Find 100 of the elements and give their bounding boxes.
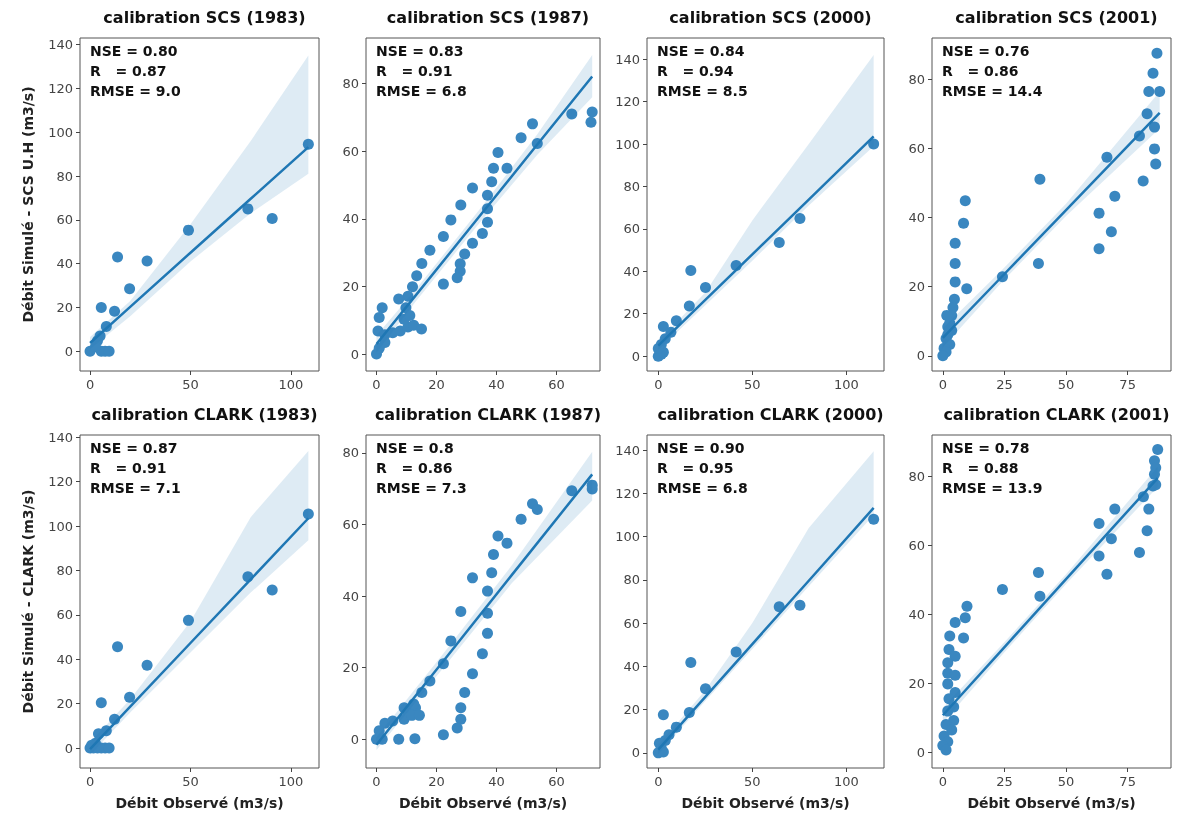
x-tick-label: 20	[428, 774, 445, 789]
x-tick-label: 100	[278, 377, 304, 392]
x-axis-title: Débit Observé (m3/s)	[115, 795, 284, 811]
y-tick-label: 60	[908, 537, 925, 553]
y-tick-label: 60	[623, 615, 640, 631]
y-tick-label: 100	[615, 136, 640, 152]
y-tick-label: 0	[631, 745, 640, 761]
annotation: NSE = 0.8	[376, 440, 454, 456]
annotation: NSE = 0.83	[376, 43, 464, 59]
y-tick-label: 0	[350, 731, 359, 747]
x-axis-title: Débit Observé (m3/s)	[398, 795, 568, 811]
annotation: R = 0.94	[657, 63, 734, 79]
y-tick-label: 0	[916, 348, 925, 364]
chart-title: calibration CLARK (2000)	[657, 404, 884, 424]
y-tick-label: 40	[56, 651, 73, 667]
y-tick-label: 20	[623, 306, 640, 322]
chart-title: calibration SCS (1987)	[386, 7, 590, 27]
y-tick-label: 20	[623, 702, 640, 718]
y-tick-label: 120	[615, 485, 640, 501]
y-tick-label: 20	[56, 696, 73, 712]
annotation: R = 0.88	[942, 460, 1019, 476]
x-tick-label: 75	[1119, 774, 1136, 789]
y-tick-label: 80	[623, 178, 640, 194]
chart-title: calibration CLARK (1983)	[91, 404, 318, 424]
annotation: R = 0.91	[376, 63, 453, 79]
annotation: R = 0.87	[90, 63, 167, 79]
y-tick-label: 20	[56, 299, 73, 315]
y-tick-label: 60	[623, 221, 640, 237]
x-tick-label: 0	[938, 377, 947, 392]
x-axis-title: Débit Observé (m3/s)	[681, 795, 850, 811]
x-tick-label: 20	[428, 377, 445, 392]
y-tick-label: 40	[342, 211, 359, 227]
y-tick-label: 80	[342, 76, 359, 92]
x-tick-label: 50	[744, 774, 761, 789]
y-tick-label: 120	[48, 80, 73, 96]
y-tick-label: 120	[615, 94, 640, 110]
x-tick-label: 60	[548, 774, 565, 789]
y-tick-label: 100	[48, 518, 73, 534]
y-tick-label: 80	[56, 168, 73, 184]
x-tick-label: 0	[372, 774, 381, 789]
y-tick-label: 80	[908, 71, 925, 87]
y-tick-label: 100	[615, 529, 640, 545]
x-axis-title: Débit Observé (m3/s)	[967, 795, 1136, 811]
annotation: RMSE = 6.8	[657, 480, 748, 496]
y-tick-label: 40	[56, 256, 73, 272]
x-tick-label: 25	[996, 377, 1013, 392]
chart-title: calibration SCS (2000)	[669, 7, 872, 27]
x-tick-label: 100	[278, 774, 304, 789]
annotation: R = 0.86	[376, 460, 453, 476]
x-tick-label: 50	[182, 377, 199, 392]
y-tick-label: 120	[48, 474, 73, 490]
annotation: NSE = 0.78	[942, 440, 1030, 456]
annotation: RMSE = 14.4	[942, 83, 1043, 99]
y-tick-label: 20	[342, 278, 359, 294]
y-tick-label: 0	[350, 346, 359, 362]
chart-title: calibration CLARK (1987)	[374, 404, 602, 424]
y-tick-label: 0	[64, 343, 73, 359]
annotation: R = 0.86	[942, 63, 1019, 79]
chart-title: calibration SCS (2001)	[955, 7, 1158, 27]
chart-title: calibration SCS (1983)	[103, 7, 306, 27]
x-tick-label: 0	[372, 377, 381, 392]
chart-title: calibration CLARK (2001)	[943, 404, 1170, 424]
x-tick-label: 0	[654, 774, 663, 789]
annotation: NSE = 0.76	[942, 43, 1030, 59]
y-tick-label: 140	[615, 51, 640, 67]
annotation: R = 0.95	[657, 460, 734, 476]
x-tick-label: 0	[654, 377, 663, 392]
y-tick-label: 60	[342, 143, 359, 159]
annotation: RMSE = 8.5	[657, 83, 748, 99]
x-tick-label: 40	[488, 377, 505, 392]
y-tick-label: 40	[908, 606, 925, 622]
x-tick-label: 50	[1057, 774, 1075, 789]
annotation: RMSE = 7.1	[90, 480, 181, 496]
x-tick-label: 50	[182, 774, 199, 789]
y-axis-title: Débit Simulé - CLARK (m3/s)	[20, 489, 36, 714]
y-tick-label: 80	[56, 562, 73, 578]
x-tick-label: 50	[744, 377, 761, 392]
annotation: R = 0.91	[90, 460, 167, 476]
y-tick-label: 140	[615, 442, 640, 458]
x-tick-label: 100	[833, 377, 859, 392]
y-tick-label: 80	[623, 572, 640, 588]
x-tick-label: 0	[85, 377, 95, 392]
x-tick-label: 100	[833, 774, 859, 789]
y-tick-label: 20	[908, 279, 925, 295]
annotation: RMSE = 9.0	[90, 83, 181, 99]
annotation: NSE = 0.84	[657, 43, 745, 59]
annotation: NSE = 0.87	[90, 440, 178, 456]
y-tick-label: 60	[56, 607, 73, 623]
y-tick-label: 40	[623, 263, 640, 279]
annotation: RMSE = 6.8	[376, 83, 467, 99]
y-tick-label: 80	[342, 445, 359, 461]
x-tick-label: 0	[938, 774, 947, 789]
y-tick-label: 80	[908, 468, 925, 484]
y-tick-label: 40	[908, 210, 925, 226]
y-tick-label: 40	[342, 588, 359, 604]
annotation: NSE = 0.80	[90, 43, 178, 59]
x-tick-label: 25	[996, 774, 1013, 789]
y-tick-label: 60	[908, 141, 925, 157]
y-tick-label: 100	[48, 124, 73, 140]
annotation: RMSE = 7.3	[376, 480, 467, 496]
